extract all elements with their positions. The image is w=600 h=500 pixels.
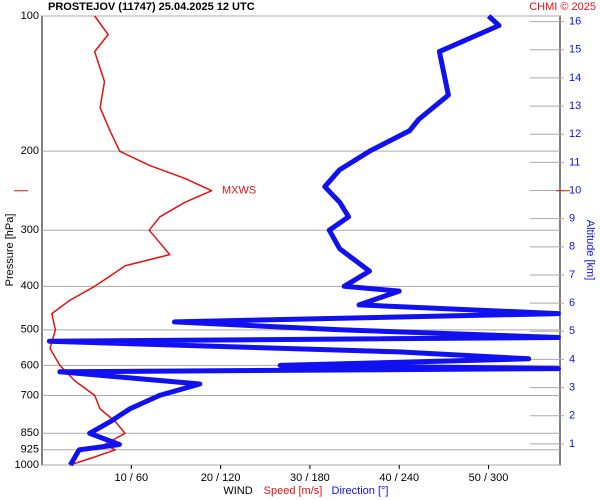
y-tick-label: 400 bbox=[21, 280, 39, 292]
series-line bbox=[49, 15, 213, 466]
y2-tick-label: 4 bbox=[569, 353, 575, 365]
y2-axis-label: Altitude [km] bbox=[584, 220, 596, 281]
y2-tick-label: 16 bbox=[569, 16, 581, 28]
y2-tick-label: 5 bbox=[569, 325, 575, 337]
x-tick-label: 50 / 300 bbox=[469, 472, 509, 484]
y-tick-label: 100 bbox=[21, 10, 39, 22]
y-tick-label: 500 bbox=[21, 324, 39, 336]
legend-entry: Direction [°] bbox=[332, 485, 389, 497]
y-tick-label: 850 bbox=[21, 427, 39, 439]
y2-tick-label: 12 bbox=[569, 128, 581, 140]
x-tick-label: 30 / 180 bbox=[290, 472, 330, 484]
y-tick-label: 700 bbox=[21, 389, 39, 401]
y2-tick-label: 9 bbox=[569, 213, 575, 225]
legend-entry: Speed [m/s] bbox=[264, 485, 323, 497]
y2-tick-label: 13 bbox=[569, 100, 581, 112]
mxws-label: MXWS bbox=[222, 185, 256, 197]
y2-tick-label: 15 bbox=[569, 44, 581, 56]
x-tick-label: 10 / 60 bbox=[114, 472, 148, 484]
y-tick-label: 300 bbox=[21, 224, 39, 236]
x-axis-label: WIND bbox=[223, 485, 252, 497]
y2-tick-label: 10 bbox=[569, 184, 581, 196]
y2-tick-label: 8 bbox=[569, 241, 575, 253]
y2-tick-label: 2 bbox=[569, 410, 575, 422]
y2-tick-label: 6 bbox=[569, 297, 575, 309]
plot-frame bbox=[41, 15, 561, 466]
y2-tick-label: 14 bbox=[569, 72, 581, 84]
chart-title: PROSTEJOV (11747) 25.04.2025 12 UTC bbox=[48, 1, 255, 13]
y-tick-label: 925 bbox=[21, 444, 39, 456]
y2-tick-label: 11 bbox=[569, 156, 580, 168]
x-tick-label: 20 / 120 bbox=[201, 472, 241, 484]
y2-tick-label: 3 bbox=[569, 381, 575, 393]
y2-tick-label: 1 bbox=[569, 438, 575, 450]
y-tick-label: 1000 bbox=[15, 459, 39, 471]
credit: CHMI © 2025 bbox=[529, 1, 596, 13]
y-axis-label: Pressure [hPa] bbox=[4, 214, 16, 287]
x-tick-label: 40 / 240 bbox=[379, 472, 419, 484]
y2-tick-label: 7 bbox=[569, 269, 575, 281]
series-line bbox=[46, 14, 561, 467]
y-tick-label: 600 bbox=[21, 359, 39, 371]
y-tick-label: 200 bbox=[21, 145, 39, 157]
